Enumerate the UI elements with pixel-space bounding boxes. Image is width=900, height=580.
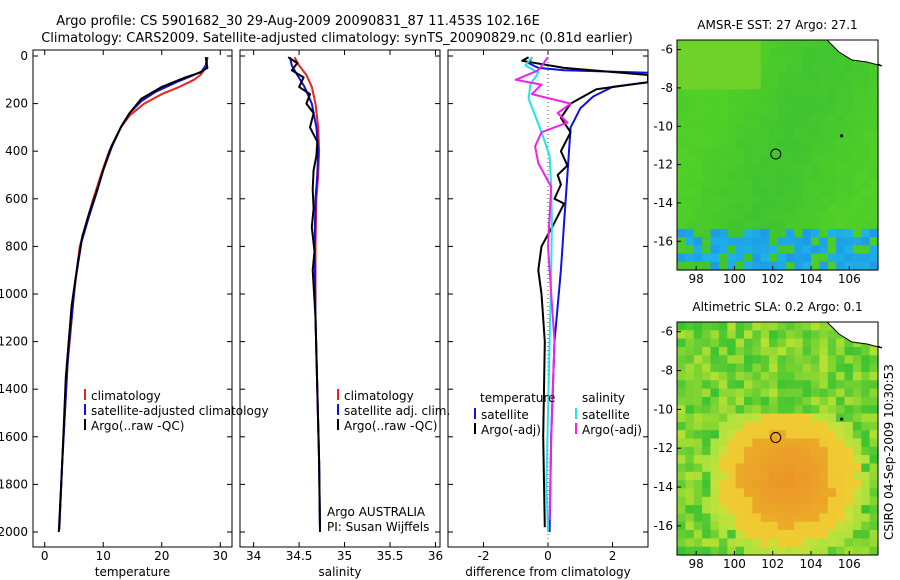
depth-tick-label: 0	[20, 49, 28, 63]
legend-label: climatology	[91, 389, 161, 403]
sst_map-frame	[676, 39, 879, 271]
sst_map-ytick-label: -10	[653, 119, 673, 133]
salinity-xtick-label: 36	[428, 549, 443, 563]
temperature-series-group	[57, 56, 209, 533]
difference-xlabel: difference from climatology	[465, 565, 631, 579]
difference-xtick-label: -2	[477, 549, 489, 563]
sla_map-ytick-label: -8	[661, 364, 673, 378]
sla_map-ytick-label: -10	[653, 402, 673, 416]
legend-label: Argo(..raw -QC)	[91, 419, 184, 433]
sst_map-ytick-label: -12	[653, 158, 673, 172]
sst_map-xtick-label: 98	[689, 272, 704, 286]
temperature-xtick-label: 20	[154, 549, 169, 563]
annotation-text: PI: Susan Wijffels	[327, 520, 429, 534]
series-line-salinity-satellite	[524, 56, 553, 533]
difference-series-group	[514, 56, 648, 533]
panel-sla_map: 98 100 102 104 106 -6 -8 -10 -12 -14 -16 Altimetric…	[653, 300, 883, 571]
salinity-xtick-label: 35	[337, 549, 352, 563]
legend-title-temperature: temperature	[480, 391, 555, 405]
salinity-xlabel: salinity	[318, 565, 361, 579]
series-line-satellite-adj-clim-	[289, 56, 321, 530]
sla_map-xtick-label: 100	[723, 557, 746, 571]
series-line-temperature-satellite	[527, 56, 648, 533]
legend-label: satellite-adjusted climatology	[91, 404, 269, 418]
panel-difference: -2 0 2 difference from climatology temperatu…	[447, 49, 649, 579]
sla_map-xtick-label: 104	[800, 557, 823, 571]
legend-label: satellite adj. clim.	[344, 404, 450, 418]
sst_map-xtick-label: 104	[800, 272, 823, 286]
sst_map-ytick-label: -16	[653, 234, 673, 248]
depth-tick-label: 2000	[0, 525, 28, 539]
sla_map-xtick-label: 102	[761, 557, 784, 571]
salinity-xtick-label: 34.5	[286, 549, 313, 563]
series-line-climatology	[58, 57, 209, 530]
annotation-text: Argo AUSTRALIA	[327, 505, 426, 519]
panel-sst_map: 98 100 102 104 106 -6 -8 -10 -12 -14 -16 AMSR-E SST…	[653, 18, 883, 286]
sla_map-ytick-label: -6	[661, 325, 673, 339]
sla_map-ytick-label: -16	[653, 519, 673, 533]
difference-xtick-label: 2	[609, 549, 617, 563]
legend-title-salinity: salinity	[582, 391, 625, 405]
temperature-xtick-label: 10	[96, 549, 111, 563]
temperature-axes-frame	[32, 49, 233, 548]
difference-xtick-label: 0	[544, 549, 552, 563]
depth-tick-label: 1000	[0, 287, 28, 301]
series-line-satellite-adjusted-climatology	[58, 56, 209, 530]
sst_map-xtick-label: 106	[838, 272, 861, 286]
temperature-xtick-label: 30	[213, 549, 228, 563]
sla_map-frame	[676, 321, 879, 556]
sla_map-title: Altimetric SLA: 0.2 Argo: 0.1	[692, 300, 862, 314]
series-line-temperature-argo-adj-	[521, 56, 648, 528]
figure-title-line2: Climatology: CARS2009. Satellite-adjuste…	[41, 31, 633, 46]
sst_map-xtick-label: 102	[761, 272, 784, 286]
salinity-xtick-label: 35.5	[377, 549, 404, 563]
legend-label: Argo(-adj)	[582, 423, 642, 437]
sla_map-heatmap-cells	[677, 322, 879, 556]
sst_map-heatmap-cells	[677, 40, 879, 271]
profile-location-marker	[770, 432, 782, 444]
island-marker	[840, 417, 844, 421]
panel-salinity: 34 34.5 35 35.5 36 salinity climatologysatelli…	[239, 49, 450, 579]
sst_map-ytick-label: -6	[661, 43, 673, 57]
depth-tick-label: 1800	[0, 477, 28, 491]
sst_map-ytick-label: -14	[653, 196, 673, 210]
island-marker	[840, 134, 844, 138]
depth-tick-label: 1600	[0, 430, 28, 444]
depth-tick-label: 400	[5, 144, 28, 158]
temperature-xlabel: temperature	[95, 565, 170, 579]
legend-label: Argo(..raw -QC)	[344, 419, 437, 433]
sst_map-title: AMSR-E SST: 27 Argo: 27.1	[697, 18, 857, 32]
salinity-axes-frame	[239, 49, 441, 548]
legend-label: climatology	[344, 389, 414, 403]
sla_map-xtick-label: 98	[689, 557, 704, 571]
series-line-argo-raw-qc-	[287, 56, 321, 533]
legend-label: Argo(-adj)	[481, 423, 541, 437]
sst_map-xtick-label: 100	[723, 272, 746, 286]
legend-label: satellite	[481, 408, 529, 422]
sla_map-xtick-label: 106	[838, 557, 861, 571]
panel-temperature: 0 10 20 30 temperature 0 200 400 600 800 1000 1200 1…	[0, 49, 269, 579]
series-line-salinity-argo-adj-	[514, 56, 572, 521]
temperature-xtick-label: 0	[41, 549, 49, 563]
depth-tick-label: 1400	[0, 382, 28, 396]
credit-label: CSIRO 04-Sep-2009 10:30:53	[882, 364, 896, 540]
profile-location-marker	[770, 148, 782, 160]
salinity-series-group	[287, 56, 321, 533]
sst_map-ytick-label: -8	[661, 81, 673, 95]
depth-tick-label: 600	[5, 192, 28, 206]
legend-label: satellite	[582, 408, 630, 422]
figure-title-line1: Argo profile: CS 5901682_30 29-Aug-2009 …	[56, 14, 540, 29]
depth-tick-label: 800	[5, 239, 28, 253]
series-line-argo-raw-qc-	[57, 57, 209, 533]
depth-tick-label: 1200	[0, 335, 28, 349]
depth-tick-label: 200	[5, 97, 28, 111]
sla_map-ytick-label: -12	[653, 441, 673, 455]
sla_map-ytick-label: -14	[653, 480, 673, 494]
salinity-xtick-label: 34	[246, 549, 261, 563]
